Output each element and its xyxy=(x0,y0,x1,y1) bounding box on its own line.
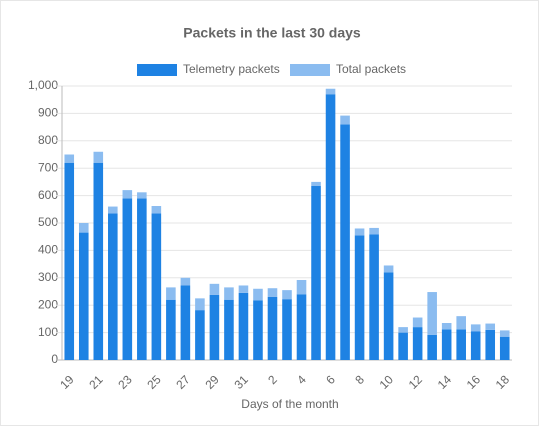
x-tick-label: 2 xyxy=(265,372,280,387)
bar xyxy=(340,124,350,360)
x-tick-label: 29 xyxy=(202,372,222,392)
x-tick-label: 10 xyxy=(377,372,397,392)
y-tick-label: 700 xyxy=(38,160,58,174)
bar xyxy=(354,235,365,360)
bar xyxy=(325,88,336,95)
bar xyxy=(427,292,437,335)
legend-swatch xyxy=(290,64,330,76)
y-tick-label: 1,000 xyxy=(28,78,58,92)
bar xyxy=(441,323,452,330)
bar xyxy=(151,206,162,214)
x-tick-label: 18 xyxy=(493,372,513,392)
x-tick-label: 8 xyxy=(352,372,367,387)
y-tick-label: 800 xyxy=(38,133,58,147)
x-tick-label: 21 xyxy=(86,372,106,392)
x-tick-label: 25 xyxy=(144,372,164,392)
chart-title: Packets in the last 30 days xyxy=(183,25,361,41)
y-tick-label: 200 xyxy=(38,297,58,311)
bar xyxy=(64,154,75,163)
x-tick-label: 14 xyxy=(435,372,455,392)
bar xyxy=(166,299,176,360)
bar xyxy=(151,213,162,360)
bar xyxy=(412,327,423,360)
legend-label: Telemetry packets xyxy=(183,62,280,76)
bar xyxy=(499,330,510,337)
bar xyxy=(311,186,321,360)
bar xyxy=(441,329,452,360)
bar xyxy=(253,300,263,360)
x-tick-label: 23 xyxy=(115,372,135,392)
bar xyxy=(267,288,278,297)
bar xyxy=(354,228,365,236)
bar xyxy=(383,272,394,360)
bar xyxy=(224,287,234,300)
bar xyxy=(311,181,321,187)
bar xyxy=(108,206,118,214)
bar xyxy=(485,329,496,360)
bar xyxy=(340,115,350,125)
bar xyxy=(209,283,220,295)
bar xyxy=(180,285,191,360)
bar xyxy=(412,317,423,328)
bar xyxy=(93,151,104,163)
legend-label: Total packets xyxy=(336,62,406,76)
bar xyxy=(195,310,205,360)
y-tick-label: 900 xyxy=(38,106,58,120)
x-tick-label: 6 xyxy=(323,372,338,387)
bar xyxy=(369,234,379,360)
x-tick-label: 12 xyxy=(406,372,426,392)
bar xyxy=(485,323,496,330)
bar xyxy=(180,277,191,286)
bar xyxy=(166,287,176,300)
y-tick-label: 300 xyxy=(38,270,58,284)
bar xyxy=(398,327,408,333)
bar xyxy=(238,285,249,293)
bar xyxy=(470,324,481,332)
x-tick-label: 4 xyxy=(294,372,309,387)
x-tick-label: 27 xyxy=(173,372,193,392)
bar xyxy=(195,298,205,311)
bar xyxy=(78,223,89,233)
bar xyxy=(78,232,89,360)
bar xyxy=(267,296,278,360)
bar xyxy=(456,316,466,330)
y-tick-label: 600 xyxy=(38,188,58,202)
bar xyxy=(296,294,307,360)
bar xyxy=(383,265,394,273)
y-tick-label: 500 xyxy=(38,215,58,229)
x-tick-label: 16 xyxy=(464,372,484,392)
bar xyxy=(253,288,263,301)
bar xyxy=(122,198,133,360)
bar xyxy=(427,334,437,360)
bar xyxy=(369,227,379,235)
bar xyxy=(398,332,408,360)
bar xyxy=(456,329,466,360)
bar xyxy=(108,213,118,360)
legend-swatch xyxy=(137,64,177,76)
bar xyxy=(470,331,481,360)
y-tick-label: 400 xyxy=(38,243,58,257)
bar xyxy=(64,162,75,360)
bar xyxy=(296,279,307,295)
x-tick-label: 31 xyxy=(231,372,251,392)
x-axis-title: Days of the month xyxy=(241,397,338,411)
bar xyxy=(137,198,147,360)
bar xyxy=(282,290,292,300)
bar xyxy=(137,192,147,199)
bar xyxy=(282,299,292,360)
bar xyxy=(122,190,133,199)
bar xyxy=(499,336,510,360)
bar xyxy=(325,94,336,360)
x-tick-label: 19 xyxy=(57,372,77,392)
bar xyxy=(224,299,234,360)
bar xyxy=(93,162,104,360)
y-tick-label: 100 xyxy=(38,325,58,339)
y-tick-label: 0 xyxy=(51,352,58,366)
bar xyxy=(209,294,220,360)
bar xyxy=(238,292,249,360)
